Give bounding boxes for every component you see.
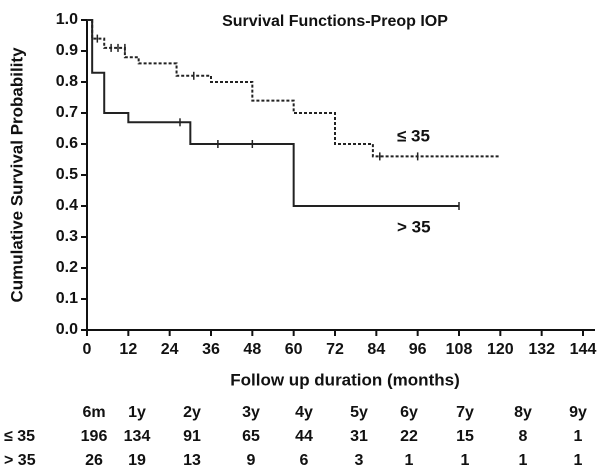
y-tick-label: 0.4 — [56, 197, 78, 214]
y-tick-label: 0.5 — [56, 166, 78, 183]
y-tick-label: 0.3 — [56, 228, 78, 245]
y-tick-label: 0.0 — [56, 321, 78, 338]
risk-count: 9 — [247, 452, 256, 469]
x-tick-label: 12 — [119, 341, 137, 358]
survival-line — [87, 19, 459, 207]
risk-column-header: 6y — [400, 404, 418, 421]
risk-column-header: 8y — [514, 404, 532, 421]
risk-count: 44 — [295, 428, 313, 445]
risk-count: 91 — [183, 428, 201, 445]
risk-count: 65 — [242, 428, 260, 445]
risk-count: 1 — [461, 452, 470, 469]
risk-column-header: 1y — [128, 404, 146, 421]
risk-row-label: ≤ 35 — [4, 428, 35, 445]
x-tick-label: 72 — [326, 341, 344, 358]
y-tick-label: 0.7 — [56, 104, 78, 121]
x-tick-label: 120 — [487, 341, 514, 358]
x-tick-label: 36 — [202, 341, 220, 358]
risk-column-header: 7y — [456, 404, 474, 421]
x-tick-label: 132 — [528, 341, 555, 358]
risk-count: 13 — [183, 452, 201, 469]
risk-count: 1 — [405, 452, 414, 469]
risk-column-header: 4y — [295, 404, 313, 421]
x-tick-label: 84 — [367, 341, 385, 358]
risk-count: 26 — [85, 452, 103, 469]
chart-title: Survival Functions-Preop IOP — [222, 13, 448, 30]
risk-column-header: 5y — [350, 404, 368, 421]
x-tick-label: 24 — [161, 341, 179, 358]
series-label: > 35 — [397, 217, 431, 236]
risk-column-header: 2y — [183, 404, 201, 421]
risk-count: 19 — [128, 452, 146, 469]
survival-line — [87, 19, 501, 158]
x-axis-label: Follow up duration (months) — [230, 370, 459, 389]
risk-count: 3 — [355, 452, 364, 469]
y-tick-label: 0.2 — [56, 259, 78, 276]
risk-count: 15 — [456, 428, 474, 445]
series-label: ≤ 35 — [397, 126, 430, 145]
x-tick-label: 96 — [409, 341, 427, 358]
risk-column-header: 3y — [242, 404, 260, 421]
risk-count: 31 — [350, 428, 368, 445]
y-tick-label: 0.6 — [56, 135, 78, 152]
y-tick-label: 1.0 — [56, 11, 78, 28]
risk-column-header: 6m — [82, 404, 105, 421]
y-axis-label: Cumulative Survival Probability — [7, 47, 26, 303]
risk-count: 134 — [124, 428, 151, 445]
risk-column-header: 9y — [569, 404, 587, 421]
risk-count: 196 — [81, 428, 108, 445]
x-tick-label: 144 — [570, 341, 597, 358]
risk-row-label: > 35 — [4, 452, 36, 469]
risk-count: 22 — [400, 428, 418, 445]
y-tick-label: 0.1 — [56, 290, 78, 307]
x-tick-label: 108 — [446, 341, 473, 358]
risk-count: 6 — [300, 452, 309, 469]
x-tick-label: 60 — [285, 341, 303, 358]
x-tick-label: 0 — [83, 341, 92, 358]
risk-count: 1 — [519, 452, 528, 469]
y-tick-label: 0.8 — [56, 73, 78, 90]
risk-count: 1 — [574, 428, 583, 445]
risk-count: 8 — [519, 428, 528, 445]
risk-count: 1 — [574, 452, 583, 469]
y-tick-label: 0.9 — [56, 42, 78, 59]
x-tick-label: 48 — [243, 341, 261, 358]
